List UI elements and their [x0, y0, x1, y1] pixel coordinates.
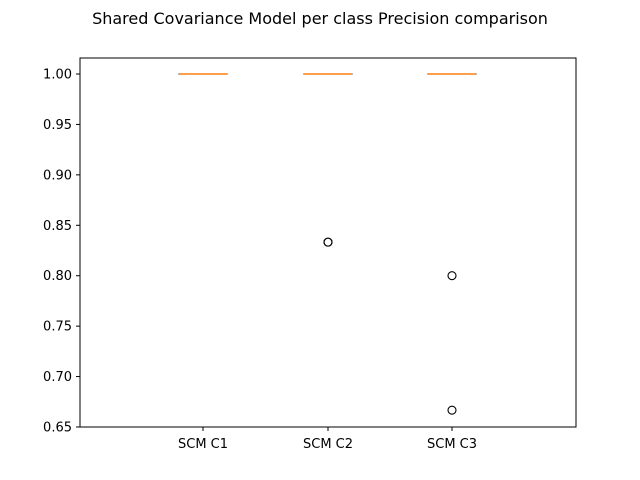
y-tick-label: 0.75: [43, 320, 72, 335]
y-tick-label: 0.70: [43, 370, 72, 385]
y-tick-label: 0.95: [43, 118, 72, 133]
x-tick-label: SCM C3: [427, 437, 477, 452]
x-tick-label: SCM C1: [178, 437, 228, 452]
y-tick-label: 0.85: [43, 219, 72, 234]
outlier-point: [447, 271, 457, 281]
y-tick-label: 0.80: [43, 269, 72, 284]
plot-area: 0.65 0.70 0.75 0.80 0.85 0.90 0.95 1.00 SCM C1 SC…: [43, 57, 577, 452]
chart-title: Shared Covariance Model per class Precis…: [92, 9, 548, 28]
x-tick-label: SCM C2: [303, 437, 353, 452]
y-tick-label: 1.00: [43, 68, 72, 83]
y-tick-label: 0.90: [43, 168, 72, 183]
outlier-point: [447, 405, 457, 415]
outlier-point: [323, 237, 333, 247]
plot-frame: [79, 57, 577, 428]
y-tick-label: 0.65: [43, 421, 72, 436]
